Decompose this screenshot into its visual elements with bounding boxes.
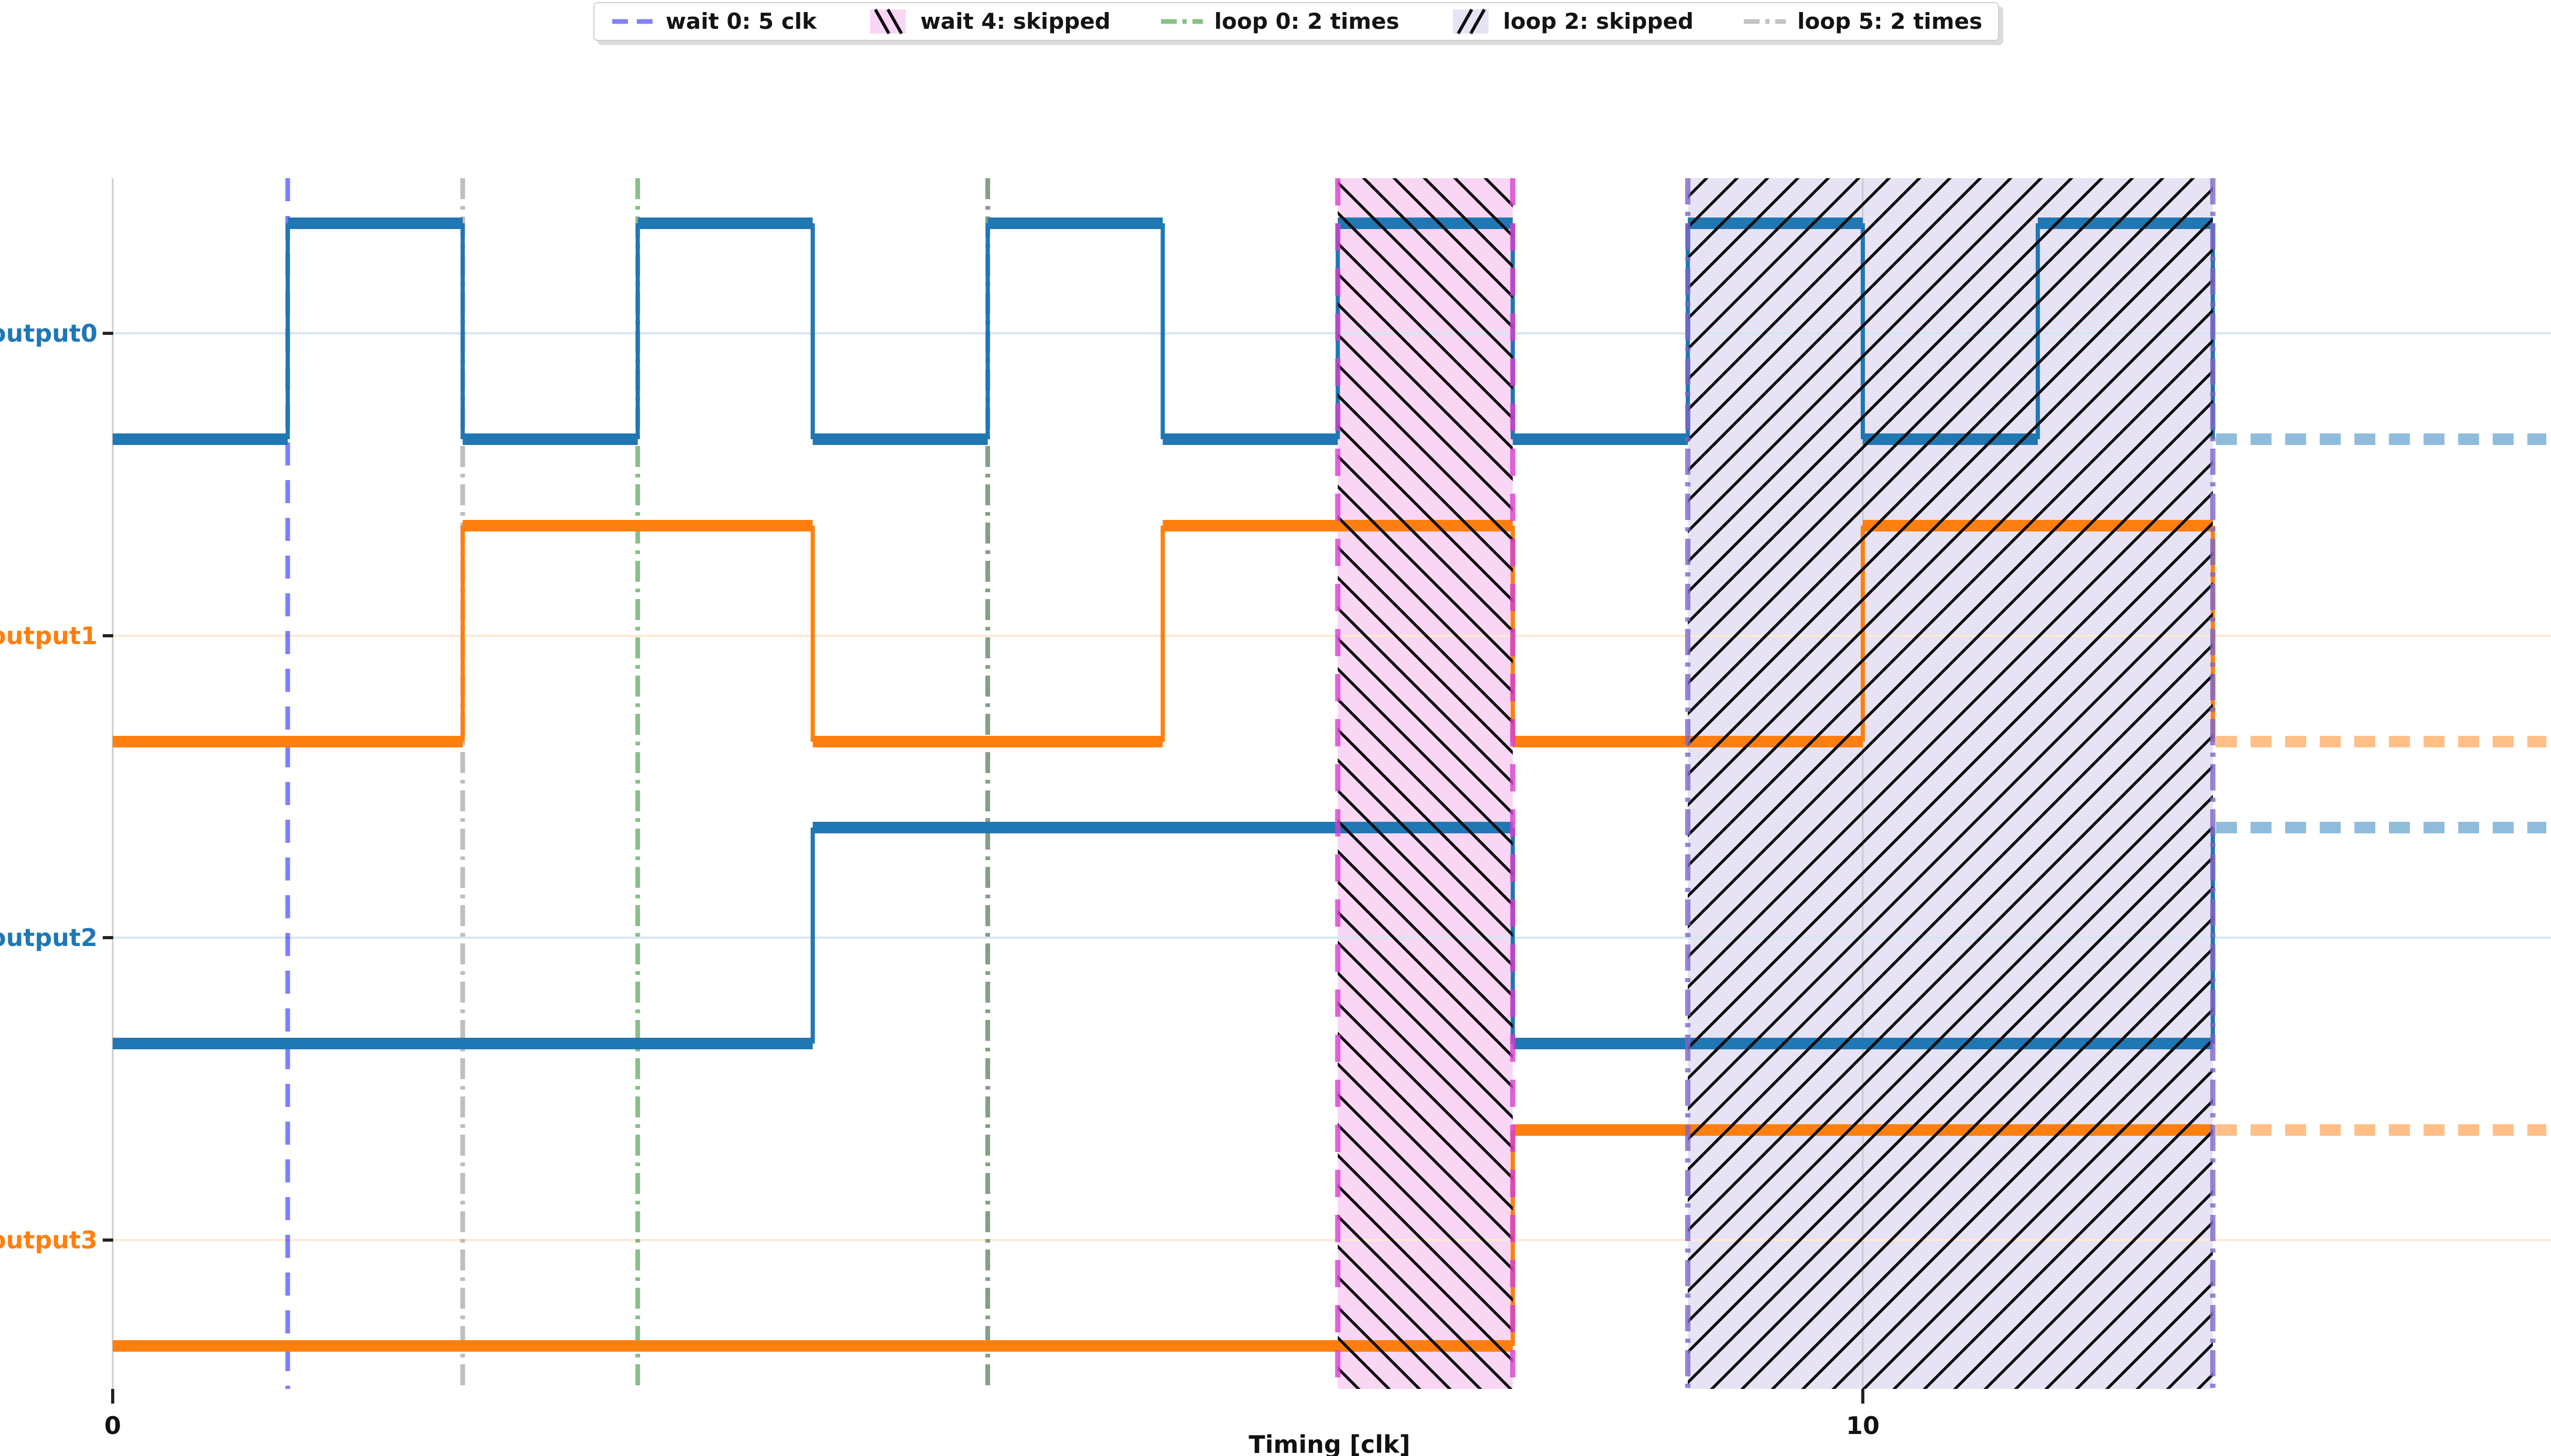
y-tick-label: output2	[0, 923, 97, 952]
region-hatch	[1688, 178, 2213, 1389]
legend-item: loop 5: 2 times	[1742, 8, 1982, 35]
legend-item: wait 0: 5 clk	[610, 8, 817, 35]
event-regions	[1335, 178, 2216, 1389]
legend-item: wait 4: skipped	[865, 8, 1111, 35]
axes: 0 10 output0 output1 output2 output3 Timing [c…	[0, 319, 1880, 1456]
y-tick-label: output0	[0, 319, 97, 347]
x-tick-label: 0	[104, 1411, 121, 1440]
legend-line-swatch	[1160, 19, 1203, 24]
x-axis-label: Timing [clk]	[1249, 1430, 1410, 1456]
legend-label: wait 0: 5 clk	[666, 8, 817, 34]
legend-patch-swatch	[870, 8, 906, 35]
legend-label: loop 0: 2 times	[1214, 8, 1399, 34]
legend-line-swatch	[612, 19, 654, 24]
legend-line-swatch	[1743, 19, 1786, 24]
legend-label: loop 2: skipped	[1503, 8, 1694, 34]
legend-label: wait 4: skipped	[920, 8, 1111, 34]
legend: wait 0: 5 clk wait 4: skipped loop 0: 2 ti…	[593, 2, 1999, 41]
region-hatch	[1338, 178, 1513, 1389]
x-tick-label: 10	[1846, 1411, 1880, 1440]
legend-item: loop 0: 2 times	[1159, 8, 1399, 35]
legend-patch-swatch	[1452, 8, 1489, 35]
legend-item: loop 2: skipped	[1448, 8, 1694, 35]
y-tick-label: output3	[0, 1226, 97, 1254]
y-tick-label: output1	[0, 622, 97, 650]
legend-label: loop 5: 2 times	[1797, 8, 1982, 34]
